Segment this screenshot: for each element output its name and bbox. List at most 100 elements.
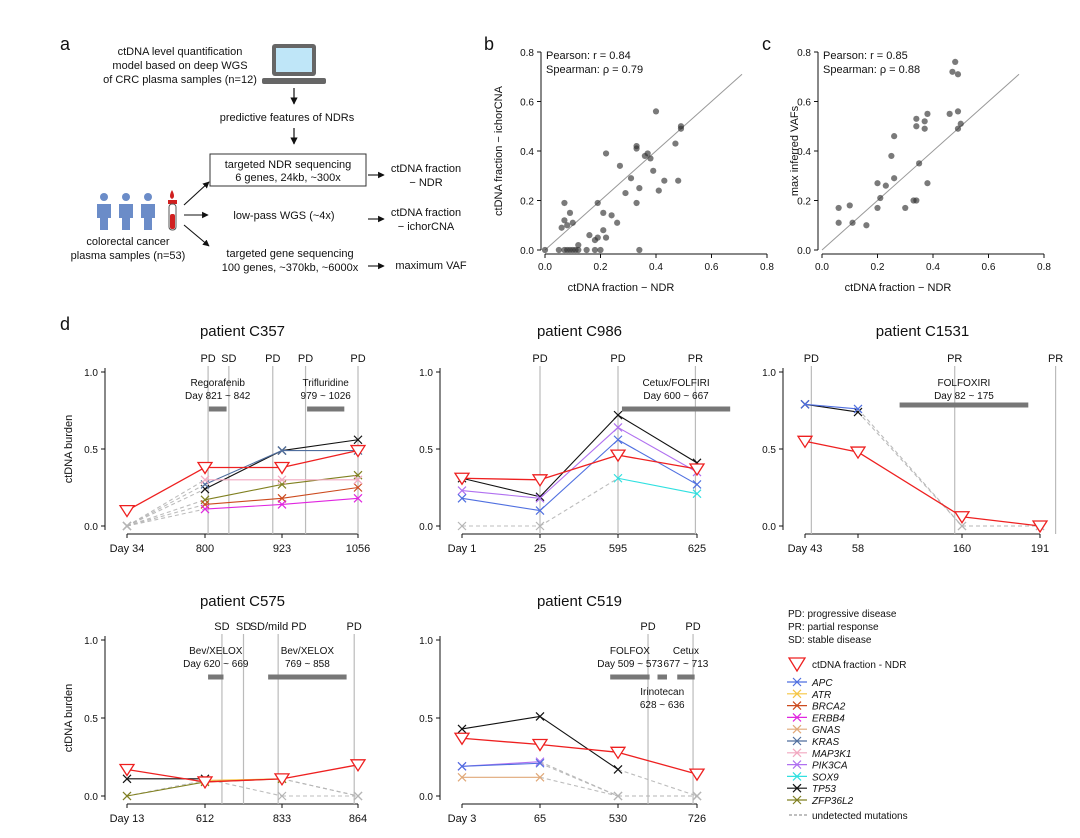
scatter-point	[891, 133, 898, 140]
x-tick-label: Day 43	[788, 543, 823, 555]
x-tick-label: 0.8	[760, 262, 774, 273]
x-tick-label: 833	[273, 813, 291, 825]
data-point-cross	[535, 758, 545, 768]
y-axis-label: ctDNA burden	[63, 415, 75, 483]
scatter-point	[622, 189, 629, 197]
series-segment-erbb4	[126, 508, 206, 527]
treatment-bar	[677, 674, 695, 680]
legend-ndr-label: ctDNA fraction - NDR	[812, 660, 906, 671]
scatter-point	[566, 209, 574, 216]
legend-gene-label-erbb4: ERBB4	[812, 713, 845, 724]
data-point-cross	[853, 407, 863, 417]
legend-gene-marker-atr	[787, 689, 807, 699]
data-point-cross	[277, 446, 287, 455]
ndr-point-triangle	[273, 773, 291, 787]
spearman-annotation: Spearman: ρ = 0.88	[823, 64, 920, 76]
x-tick-label: 595	[609, 543, 627, 555]
status-label: PD	[350, 353, 365, 365]
scatter-point	[888, 152, 895, 160]
ndr-point-triangle	[118, 763, 136, 777]
ndr-point-triangle	[609, 746, 627, 760]
scatter-point	[555, 246, 562, 254]
y-tick-label: 0.0	[419, 522, 433, 533]
scatter-point	[636, 185, 643, 192]
ndr-segment	[461, 477, 541, 481]
status-label: PD	[532, 353, 547, 365]
legend-gene-marker-apc	[787, 677, 807, 687]
ndr-point-triangle	[349, 759, 367, 773]
pearson-annotation: Pearson: r = 0.84	[546, 50, 631, 62]
series-segment-zfp36l2	[204, 483, 283, 501]
series-segment-apc	[461, 497, 541, 512]
status-label: PD	[804, 353, 819, 365]
out-ichor-2: − ichorCNA	[398, 221, 455, 233]
scatter-point	[652, 108, 660, 115]
ndr-segment	[126, 466, 206, 512]
series-segment-tp53	[617, 768, 698, 797]
arrow-5	[183, 224, 210, 247]
data-point-cross	[122, 521, 132, 531]
scatter-point	[614, 219, 621, 226]
scatter-point	[835, 219, 842, 226]
x-tick-label: 0.2	[594, 262, 608, 273]
data-point-cross	[353, 475, 363, 485]
scatter-point	[954, 125, 962, 132]
ndr-point-triangle	[453, 472, 471, 486]
ndr-point-triangle	[688, 768, 706, 782]
data-point-cross	[613, 435, 623, 445]
series-segment-gnas	[539, 776, 619, 797]
scatter-point	[954, 71, 962, 78]
scatter-point	[591, 246, 599, 254]
data-point-cross	[535, 712, 545, 721]
y-tick-label: 0.6	[797, 98, 811, 109]
legend-gene-label-kras: KRAS	[812, 737, 840, 748]
legend-gene-marker-tp53	[787, 783, 807, 793]
legend-gene-label-gnas: GNAS	[812, 725, 841, 736]
y-tick-label: 0.5	[419, 714, 433, 725]
blood-tube-icon	[168, 190, 177, 231]
treatment-days: Day 509 ~ 573	[597, 659, 663, 670]
data-point-cross	[457, 724, 467, 734]
ndr-segment	[617, 454, 698, 470]
x-tick-label: 58	[852, 543, 864, 555]
scatter-point	[597, 246, 604, 254]
y-tick-label: 0.0	[797, 246, 811, 257]
legend-gene-marker-brca2	[787, 701, 807, 711]
scatter-point	[650, 167, 657, 174]
series-segment-erbb4	[204, 503, 283, 510]
series-segment-tp53	[281, 439, 359, 452]
pearson-annotation: Pearson: r = 0.85	[823, 50, 908, 62]
treatment-days: Day 600 ~ 667	[643, 391, 709, 402]
scatter-point	[902, 204, 909, 212]
scatter-point	[921, 118, 928, 125]
patients-icon	[97, 193, 155, 230]
ndr-point-triangle	[453, 732, 471, 746]
ndr-segment	[126, 768, 206, 783]
scatter-point	[561, 199, 568, 207]
scatter-point	[575, 241, 582, 249]
legend-gene-label-tp53: TP53	[812, 784, 836, 795]
data-point-cross	[613, 410, 623, 420]
series-segment-apc	[539, 439, 619, 512]
scatter-point	[952, 58, 959, 65]
legend-gene-marker-erbb4	[787, 712, 807, 722]
treatment-days: 769 ~ 858	[285, 659, 330, 670]
y-tick-label: 0.8	[797, 48, 811, 59]
x-tick-label: 191	[1031, 543, 1049, 555]
series-segment-apc	[461, 762, 541, 767]
identity-line	[544, 73, 743, 251]
ndr-point-triangle	[849, 446, 867, 460]
scatter-point	[849, 219, 856, 226]
status-label: PD	[640, 621, 655, 633]
ndr-point-triangle	[1031, 520, 1049, 534]
features-text: predictive features of NDRs	[220, 112, 355, 124]
data-point-cross	[692, 489, 702, 499]
data-point-cross	[535, 521, 545, 531]
ndr-segment	[617, 751, 698, 775]
y-tick-label: 1.0	[419, 636, 433, 647]
series-segment-apc	[539, 762, 619, 797]
ndr-point-triangle	[349, 444, 367, 458]
x-tick-label: 0.4	[926, 262, 940, 273]
ndr-segment	[281, 449, 359, 469]
series-segment-brca2	[204, 497, 283, 505]
